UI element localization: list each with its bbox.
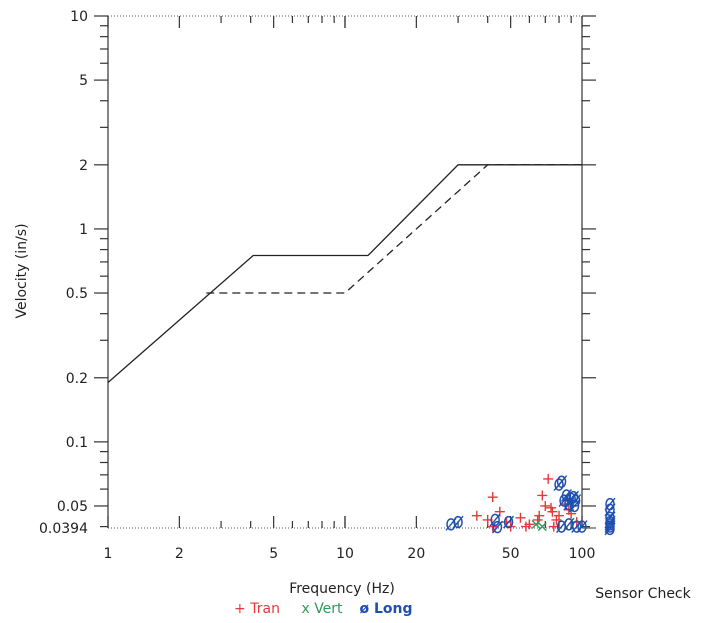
long-point — [491, 520, 504, 534]
long-point — [576, 520, 588, 534]
long-marker-slash — [503, 515, 515, 529]
tran-point — [540, 500, 551, 511]
tran-point — [471, 510, 482, 521]
x-tick-label: 2 — [175, 546, 184, 562]
dashed-limit-line — [206, 164, 582, 294]
long-marker-ring — [556, 475, 567, 488]
tran-point — [551, 514, 562, 525]
y-tick-label: 0.1 — [66, 435, 88, 451]
long-marker-slash — [491, 520, 504, 534]
long-marker-slash — [489, 513, 501, 527]
legend-entry-tran: + Tran — [234, 601, 280, 617]
y-axis-ticks: 0.0394 0.05 0.1 0.2 0.5 1 2 5 10 — [39, 9, 596, 537]
long-marker-slash — [556, 475, 568, 489]
data-points — [445, 473, 588, 534]
long-point — [556, 475, 568, 489]
long-marker-slash — [567, 490, 579, 504]
plot-frame — [107, 15, 596, 529]
long-marker-ring — [490, 513, 500, 527]
long-marker-ring — [577, 520, 587, 533]
long-marker-ring — [564, 518, 574, 531]
x-tick-label: 5 — [269, 546, 278, 562]
y-tick-label: 2 — [79, 158, 88, 174]
long-marker-ring — [605, 503, 615, 516]
x-tick-label: 100 — [569, 546, 596, 562]
sensor-check-points — [604, 497, 616, 536]
x-tick-label: 1 — [104, 546, 113, 562]
legend-entry-long: ø Long — [359, 601, 412, 617]
y-tick-label: 0.5 — [66, 286, 88, 302]
tran-point — [487, 492, 498, 503]
long-point — [570, 494, 582, 508]
long-point — [489, 513, 501, 527]
long-marker-ring — [554, 478, 564, 491]
y-tick-label: 0.05 — [57, 499, 88, 515]
x-tick-label: 10 — [336, 546, 354, 562]
tran-point — [547, 506, 558, 517]
sensor-check-label: Sensor Check — [595, 586, 691, 602]
x-axis-ticks: 1 2 5 10 20 50 100 — [104, 16, 596, 562]
long-point — [452, 515, 464, 529]
long-marker-slash — [563, 517, 575, 531]
tran-point — [515, 512, 526, 523]
vert-point — [537, 522, 547, 532]
x-axis-title: Frequency (Hz) — [289, 581, 395, 597]
x-tick-label: 20 — [407, 546, 425, 562]
solid-limit-line — [107, 164, 582, 383]
tran-point — [520, 521, 531, 532]
long-marker-slash — [452, 515, 464, 529]
long-marker-ring — [492, 520, 503, 534]
tran-point — [543, 473, 554, 484]
long-marker-ring — [605, 522, 615, 536]
long-point — [503, 515, 515, 529]
sensor-check-point — [604, 522, 616, 536]
long-marker-ring — [503, 515, 514, 529]
x-tick-label: 50 — [502, 546, 520, 562]
y-tick-label: 1 — [79, 222, 88, 238]
long-marker-ring — [453, 515, 463, 529]
tran-point — [534, 510, 545, 521]
y-tick-label: 5 — [79, 73, 88, 89]
long-marker-ring — [570, 494, 581, 507]
limit-lines — [107, 164, 582, 383]
y-tick-label: 10 — [70, 9, 88, 25]
y-tick-label: 0.0394 — [39, 521, 88, 537]
y-axis-title: Velocity (in/s) — [14, 223, 30, 318]
long-marker-slash — [571, 520, 583, 534]
long-marker-slash — [604, 522, 616, 536]
long-marker-slash — [576, 520, 588, 534]
legend-entry-vert: x Vert — [301, 601, 343, 617]
long-point — [563, 517, 575, 531]
long-point — [560, 489, 573, 502]
long-marker-slash — [560, 489, 573, 502]
tran-point — [537, 490, 548, 501]
long-marker-ring — [561, 489, 572, 502]
y-tick-label: 0.2 — [66, 371, 88, 387]
tran-point — [554, 510, 565, 521]
long-marker-slash — [570, 494, 582, 508]
legend: + Tran x Vert ø Long — [234, 601, 412, 617]
vert-point — [531, 519, 541, 529]
